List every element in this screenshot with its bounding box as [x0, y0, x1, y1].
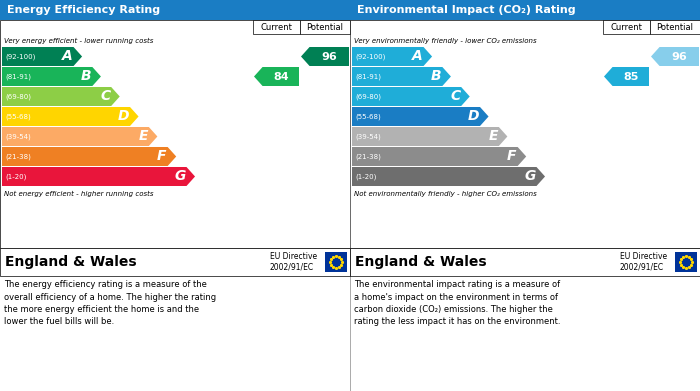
Polygon shape — [2, 87, 120, 106]
Text: Potential: Potential — [657, 23, 694, 32]
Text: Potential: Potential — [307, 23, 344, 32]
Text: (55-68): (55-68) — [355, 113, 381, 120]
Text: Current: Current — [610, 23, 643, 32]
Text: (92-100): (92-100) — [5, 53, 36, 60]
Bar — [350, 0, 700, 20]
Bar — [675, 252, 697, 272]
Text: (1-20): (1-20) — [355, 173, 377, 180]
Polygon shape — [352, 87, 470, 106]
Text: E: E — [139, 129, 148, 143]
Text: Not environmentally friendly - higher CO₂ emissions: Not environmentally friendly - higher CO… — [354, 191, 537, 197]
Text: B: B — [430, 70, 442, 84]
Text: 85: 85 — [623, 72, 638, 81]
Polygon shape — [301, 47, 349, 66]
Text: Very energy efficient - lower running costs: Very energy efficient - lower running co… — [4, 38, 153, 44]
Text: (55-68): (55-68) — [5, 113, 31, 120]
Polygon shape — [2, 67, 101, 86]
Text: (21-38): (21-38) — [355, 153, 381, 160]
Text: (1-20): (1-20) — [5, 173, 27, 180]
Polygon shape — [352, 167, 545, 186]
Polygon shape — [604, 67, 649, 86]
Text: (92-100): (92-100) — [355, 53, 386, 60]
Text: England & Wales: England & Wales — [5, 255, 136, 269]
Text: Energy Efficiency Rating: Energy Efficiency Rating — [7, 5, 160, 15]
Text: F: F — [158, 149, 167, 163]
Bar — [325, 252, 347, 272]
Text: D: D — [468, 109, 479, 124]
Bar — [300, 20, 350, 34]
Polygon shape — [651, 47, 699, 66]
Polygon shape — [254, 67, 299, 86]
Text: B: B — [80, 70, 92, 84]
Polygon shape — [352, 147, 526, 166]
Bar — [253, 20, 300, 34]
Text: 96: 96 — [671, 52, 687, 61]
Text: C: C — [450, 90, 460, 104]
Polygon shape — [352, 127, 508, 146]
Text: EU Directive
2002/91/EC: EU Directive 2002/91/EC — [270, 252, 317, 272]
Bar — [350, 248, 700, 276]
Polygon shape — [2, 167, 195, 186]
Polygon shape — [2, 47, 82, 66]
Text: Very environmentally friendly - lower CO₂ emissions: Very environmentally friendly - lower CO… — [354, 38, 537, 44]
Text: A: A — [62, 50, 73, 63]
Text: Environmental Impact (CO₂) Rating: Environmental Impact (CO₂) Rating — [357, 5, 575, 15]
Text: E: E — [489, 129, 498, 143]
Text: (69-80): (69-80) — [355, 93, 381, 100]
Bar — [0, 248, 350, 276]
Bar — [0, 20, 350, 248]
Bar — [0, 0, 350, 20]
Text: 84: 84 — [273, 72, 288, 81]
Text: (81-91): (81-91) — [5, 73, 31, 80]
Text: G: G — [524, 170, 536, 183]
Text: (21-38): (21-38) — [5, 153, 31, 160]
Text: D: D — [118, 109, 129, 124]
Text: The energy efficiency rating is a measure of the
overall efficiency of a home. T: The energy efficiency rating is a measur… — [4, 280, 216, 326]
Polygon shape — [2, 107, 139, 126]
Polygon shape — [2, 147, 176, 166]
Text: C: C — [100, 90, 110, 104]
Polygon shape — [2, 127, 158, 146]
Bar — [350, 20, 700, 248]
Text: F: F — [508, 149, 517, 163]
Text: (39-54): (39-54) — [355, 133, 381, 140]
Text: The environmental impact rating is a measure of
a home's impact on the environme: The environmental impact rating is a mea… — [354, 280, 561, 326]
Bar — [650, 20, 700, 34]
Text: (39-54): (39-54) — [5, 133, 31, 140]
Text: 96: 96 — [321, 52, 337, 61]
Text: (69-80): (69-80) — [5, 93, 31, 100]
Text: G: G — [174, 170, 186, 183]
Text: A: A — [412, 50, 423, 63]
Bar — [603, 20, 650, 34]
Text: EU Directive
2002/91/EC: EU Directive 2002/91/EC — [620, 252, 667, 272]
Text: England & Wales: England & Wales — [355, 255, 486, 269]
Polygon shape — [352, 67, 451, 86]
Text: Not energy efficient - higher running costs: Not energy efficient - higher running co… — [4, 191, 153, 197]
Text: Current: Current — [260, 23, 293, 32]
Polygon shape — [352, 107, 489, 126]
Polygon shape — [352, 47, 432, 66]
Text: (81-91): (81-91) — [355, 73, 381, 80]
